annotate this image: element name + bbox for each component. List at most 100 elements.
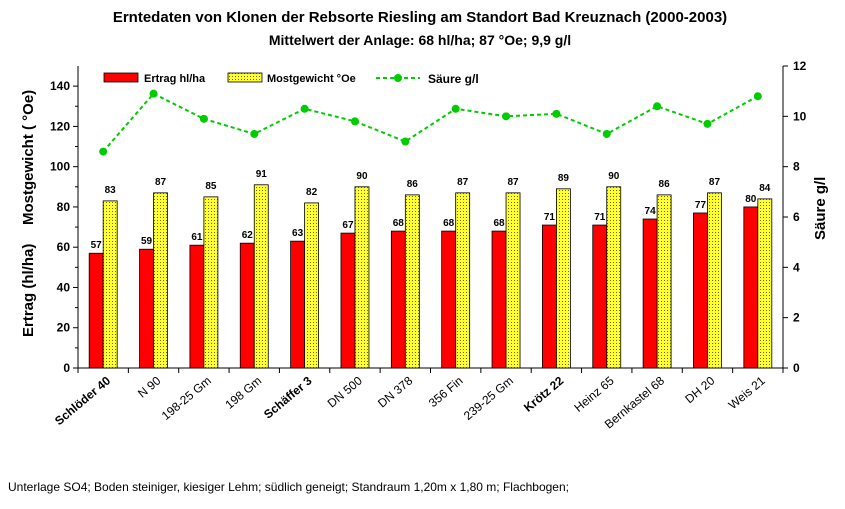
bar-ertrag (743, 206, 759, 369)
x-tick-label: Schäffer 3 (261, 373, 315, 421)
plot-area: 0204060801001201400246810125783Schlöder … (50, 59, 807, 431)
x-tick-label: Krötz 22 (521, 373, 567, 414)
x-tick-label: Schlöder 40 (52, 373, 113, 428)
data-label-ertrag: 62 (242, 230, 254, 241)
legend-label-mostgewicht: Mostgewicht °Oe (267, 73, 356, 85)
bar-mostgewicht (555, 188, 571, 369)
data-label-ertrag: 71 (594, 212, 606, 223)
data-label-mostgewicht: 91 (256, 169, 268, 180)
data-label-ertrag: 61 (191, 232, 203, 243)
data-label-mostgewicht: 86 (407, 179, 419, 190)
bar-ertrag (88, 252, 104, 369)
bar-mostgewicht (606, 186, 622, 369)
data-label-ertrag: 77 (695, 200, 707, 211)
data-label-mostgewicht: 89 (558, 173, 570, 184)
bar-ertrag (441, 230, 457, 369)
legend: Ertrag hl/ha Mostgewicht °Oe Säure g/l (103, 72, 479, 86)
point-saeure (703, 119, 712, 128)
y-left-tick-label: 40 (57, 280, 71, 294)
legend-swatch-ertrag (103, 72, 139, 83)
bar-ertrag (139, 248, 154, 369)
point-saeure (552, 109, 561, 118)
y-right-tick-label: 10 (793, 109, 807, 123)
y-left-tick-label: 100 (50, 160, 70, 174)
point-saeure (99, 147, 108, 156)
data-label-ertrag: 68 (443, 218, 455, 229)
data-label-mostgewicht: 87 (155, 177, 167, 188)
data-label-ertrag: 57 (91, 240, 103, 251)
bar-mostgewicht (404, 194, 420, 369)
y-right-tick-label: 12 (793, 59, 807, 73)
data-label-mostgewicht: 83 (105, 185, 117, 196)
footnote: Unterlage SO4; Boden steiniger, kiesiger… (8, 480, 569, 494)
data-label-ertrag: 63 (292, 228, 304, 239)
data-label-ertrag: 71 (544, 212, 556, 223)
bar-mostgewicht (102, 200, 118, 369)
bar-ertrag (592, 224, 608, 369)
y-left-tick-label: 140 (50, 79, 70, 93)
bar-mostgewicht (707, 192, 722, 369)
bar-mostgewicht (455, 192, 471, 369)
y-right-tick-label: 8 (793, 160, 800, 174)
bar-ertrag (189, 244, 205, 369)
x-tick-label: 198 Gm (222, 374, 264, 412)
y-left-tick-label: 80 (57, 200, 71, 214)
y-left-tick-label: 20 (57, 321, 71, 335)
point-saeure (250, 129, 259, 138)
point-saeure (653, 102, 662, 111)
point-saeure (451, 104, 460, 113)
data-label-mostgewicht: 84 (759, 183, 771, 194)
point-saeure (300, 104, 309, 113)
y-axis-label-mostgewicht: Mostgewicht ( °Oe) (20, 90, 37, 225)
x-tick-label: DN 378 (375, 373, 415, 410)
data-label-ertrag: 68 (493, 218, 505, 229)
bar-mostgewicht (253, 184, 269, 369)
y-right-tick-label: 0 (793, 361, 800, 375)
bar-ertrag (541, 224, 557, 369)
bar-mostgewicht (304, 202, 320, 369)
data-label-mostgewicht: 87 (507, 177, 519, 188)
y-axis-label-ertrag: Ertrag (hl/ha) (20, 244, 37, 337)
legend-label-ertrag: Ertrag hl/ha (144, 73, 206, 85)
chart-subtitle: Mittelwert der Anlage: 68 hl/ha; 87 °Oe;… (269, 32, 571, 48)
data-label-ertrag: 68 (393, 218, 405, 229)
point-saeure (350, 117, 359, 126)
point-saeure (502, 112, 511, 121)
bar-mostgewicht (656, 194, 672, 369)
bar-mostgewicht (153, 192, 168, 369)
bar-ertrag (642, 218, 658, 369)
bar-mostgewicht (203, 196, 219, 369)
x-tick-label: Weis 21 (726, 373, 768, 412)
bar-mostgewicht (505, 192, 521, 369)
data-label-ertrag: 67 (342, 220, 354, 231)
bar-ertrag (340, 232, 356, 369)
x-tick-label: 356 Fin (426, 374, 466, 410)
data-label-mostgewicht: 87 (709, 177, 721, 188)
data-label-ertrag: 59 (141, 236, 153, 247)
legend-swatch-saeure-point (394, 74, 402, 82)
x-tick-label: DN 500 (325, 373, 365, 410)
x-tick-label: DH 20 (682, 373, 717, 406)
data-label-ertrag: 74 (645, 206, 657, 217)
data-label-mostgewicht: 90 (356, 171, 368, 182)
legend-swatch-mostgewicht (227, 72, 263, 83)
x-tick-label: N 90 (135, 373, 164, 400)
point-saeure (602, 129, 611, 138)
y-right-tick-label: 2 (793, 311, 800, 325)
line-saeure (102, 92, 759, 153)
x-tick-label: Heinz 65 (571, 373, 617, 414)
bar-ertrag (390, 230, 406, 369)
y-right-tick-label: 6 (793, 210, 800, 224)
data-label-mostgewicht: 87 (457, 177, 469, 188)
point-saeure (401, 137, 410, 146)
y-left-tick-label: 0 (63, 361, 70, 375)
data-label-ertrag: 80 (745, 194, 757, 205)
chart: Erntedaten von Klonen der Rebsorte Riesl… (20, 9, 829, 431)
point-saeure (199, 114, 208, 123)
bar-ertrag (239, 242, 255, 369)
bar-ertrag (290, 240, 306, 369)
x-tick-label: 239-25 Gm (461, 374, 516, 423)
x-tick-label: 198-25 Gm (159, 374, 214, 423)
y-right-tick-label: 4 (793, 260, 800, 274)
bar-ertrag (693, 212, 708, 369)
